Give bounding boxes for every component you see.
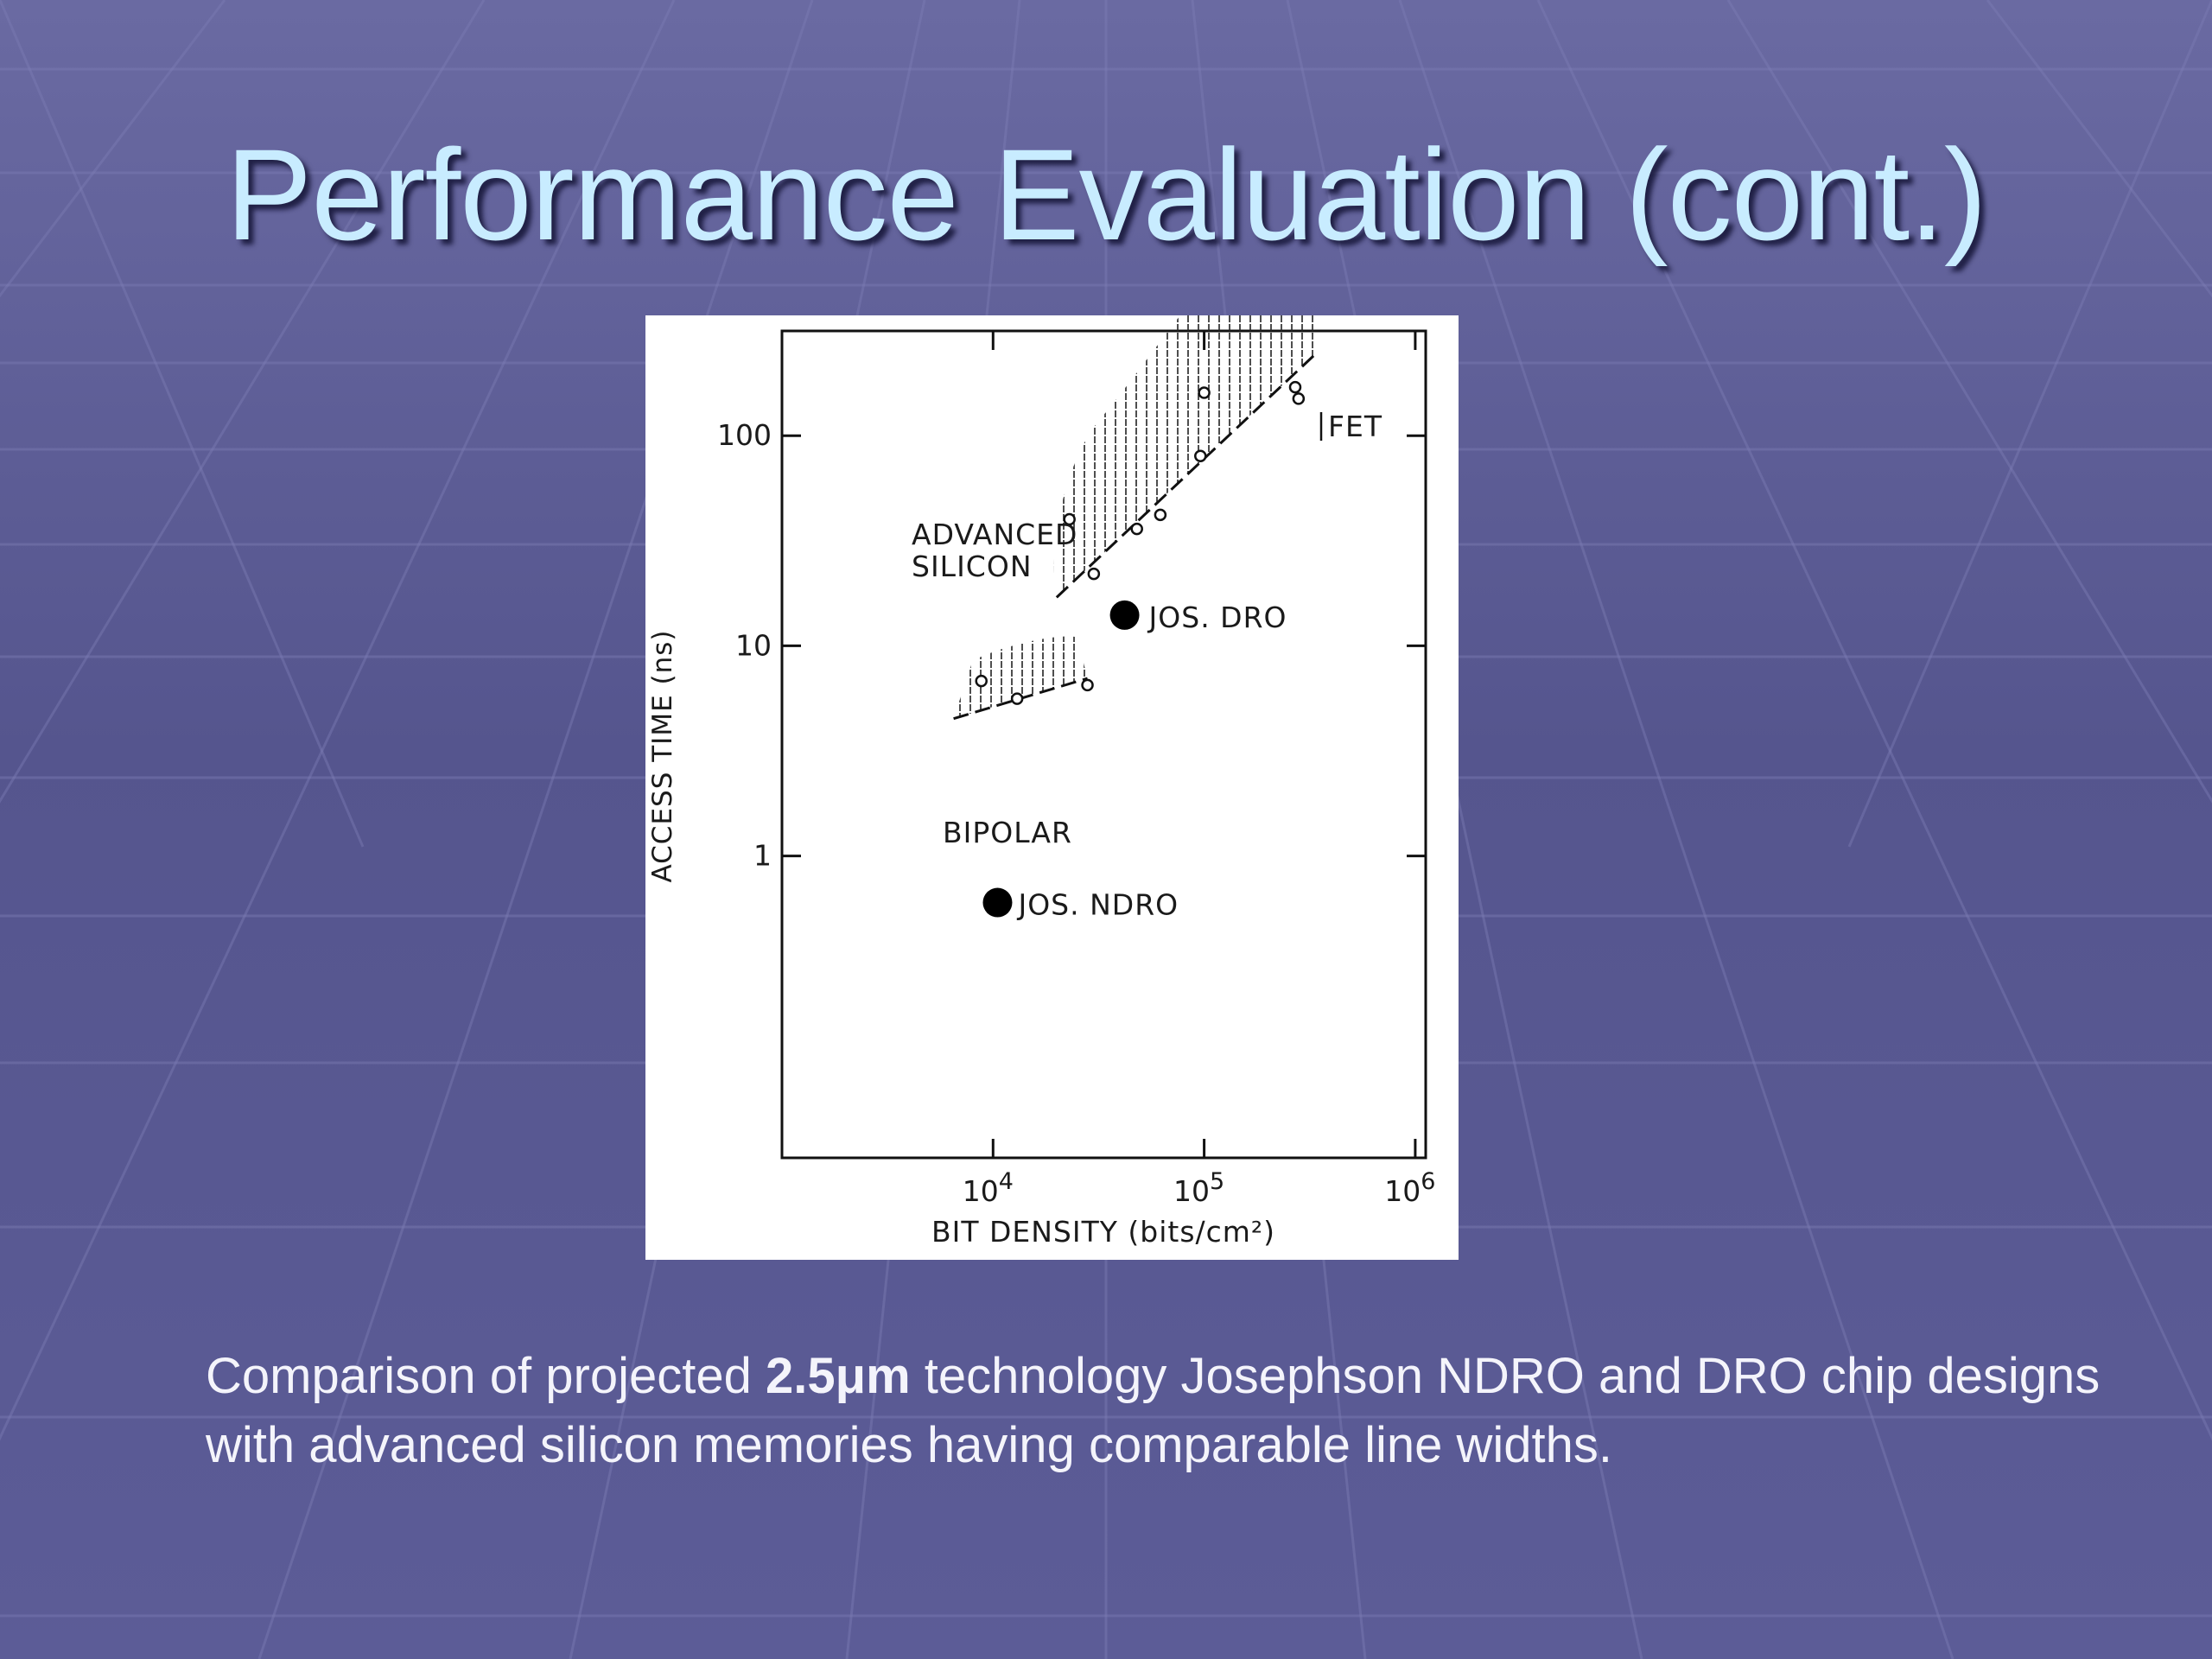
bipolar-point xyxy=(1010,692,1024,705)
advanced-silicon-point xyxy=(1063,512,1076,526)
advanced-silicon-point xyxy=(1194,449,1207,463)
caption-text-end: technology Josephson NDRO and DRO chip d… xyxy=(206,1348,2101,1473)
x-tick-label: 105 xyxy=(1173,1168,1224,1208)
y-tick-label: 10 xyxy=(735,628,772,662)
fet-boundary-line xyxy=(1055,354,1315,599)
fet-hatched-region xyxy=(1053,315,1315,598)
y-tick-label: 1 xyxy=(753,839,772,873)
chart-figure: 100 10 1 104 105 106 ADVANCED SILICON FET BIPOLA… xyxy=(645,315,1459,1260)
bipolar-point xyxy=(975,674,988,688)
y-tick-label: 100 xyxy=(717,418,772,452)
advanced-silicon-point xyxy=(1130,522,1143,536)
bipolar-label: BIPOLAR xyxy=(943,816,1072,849)
jos-dro-label: JOS. DRO xyxy=(1147,601,1287,634)
advanced-silicon-point xyxy=(1154,508,1167,522)
advanced-silicon-point xyxy=(1292,392,1306,405)
y-axis-label: ACCESS TIME (ns) xyxy=(647,629,678,882)
plot-frame xyxy=(780,329,1427,1160)
advanced-silicon-point xyxy=(1198,386,1211,399)
bipolar-point xyxy=(1081,678,1094,692)
advanced-silicon-label-line1: ADVANCED xyxy=(912,518,1077,551)
bipolar-hatched-region xyxy=(953,636,1088,719)
axis-tick-labels: 100 10 1 104 105 106 xyxy=(717,418,1435,1208)
hatched-regions xyxy=(953,315,1315,719)
slide-title: Performance Evaluation (cont.) xyxy=(226,122,1987,267)
advanced-silicon-point xyxy=(1087,567,1101,581)
x-axis-label: BIT DENSITY (bits/cm²) xyxy=(931,1215,1275,1249)
slide-caption: Comparison of projected 2.5μm technology… xyxy=(206,1342,2133,1480)
jos-ndro-label: JOS. NDRO xyxy=(1016,888,1179,922)
advanced-silicon-label-line2: SILICON xyxy=(912,550,1033,583)
data-points xyxy=(975,315,1306,918)
fet-label: FET xyxy=(1328,410,1382,443)
x-tick-label: 106 xyxy=(1384,1168,1435,1208)
caption-text-start: Comparison of projected xyxy=(206,1348,766,1404)
x-tick-label: 104 xyxy=(963,1168,1014,1208)
jos-dro-point xyxy=(1109,600,1140,630)
jos-ndro-point xyxy=(982,887,1013,918)
caption-bold-linewidth: 2.5μm xyxy=(766,1348,911,1404)
axis-ticks xyxy=(782,331,1426,1158)
advanced-silicon-point xyxy=(1288,380,1302,394)
